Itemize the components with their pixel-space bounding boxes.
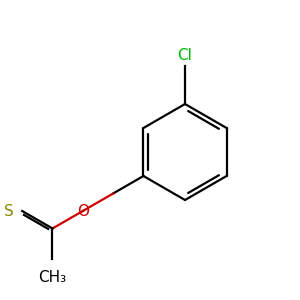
Text: CH₃: CH₃: [38, 269, 67, 284]
Text: Cl: Cl: [178, 48, 192, 63]
Text: S: S: [4, 203, 14, 218]
Text: O: O: [77, 203, 89, 218]
